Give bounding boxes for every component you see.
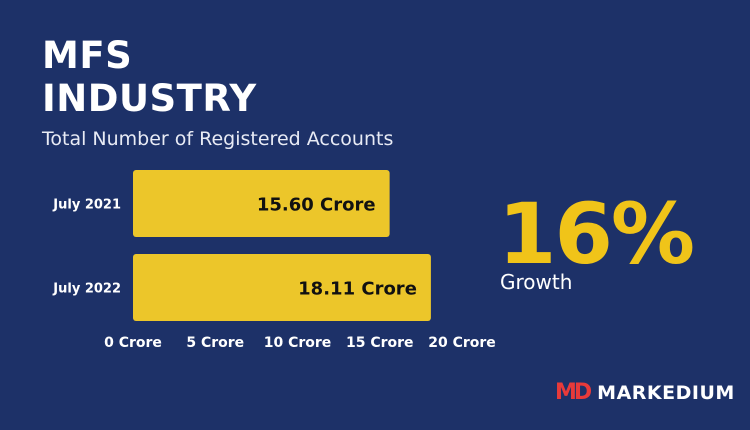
bar-value-label: 15.60 Crore: [257, 195, 376, 216]
bar-value-label: 18.11 Crore: [298, 279, 417, 300]
category-label: July 2021: [52, 198, 121, 213]
bar-july-2022: [133, 254, 431, 321]
x-tick-label: 20 Crore: [428, 335, 496, 351]
x-tick-label: 10 Crore: [264, 335, 332, 351]
title-line-1: MFS: [42, 34, 133, 77]
chart-subtitle: Total Number of Registered Accounts: [42, 128, 394, 150]
x-tick-label: 15 Crore: [346, 335, 414, 351]
title-line-2: INDUSTRY: [42, 77, 257, 120]
growth-value: 16%: [498, 185, 695, 283]
growth-callout: 16% Growth: [498, 185, 695, 294]
growth-label: Growth: [500, 270, 573, 294]
logo-mark-icon: MD: [555, 380, 592, 405]
category-label: July 2022: [52, 282, 121, 297]
logo-text: MARKEDIUM: [597, 381, 735, 404]
page-title: MFS INDUSTRY: [42, 34, 257, 120]
markedium-logo: MD MARKEDIUM: [555, 380, 735, 405]
bar-july-2021: [133, 170, 390, 237]
x-tick-label: 0 Crore: [104, 335, 162, 351]
x-tick-label: 5 Crore: [186, 335, 244, 351]
